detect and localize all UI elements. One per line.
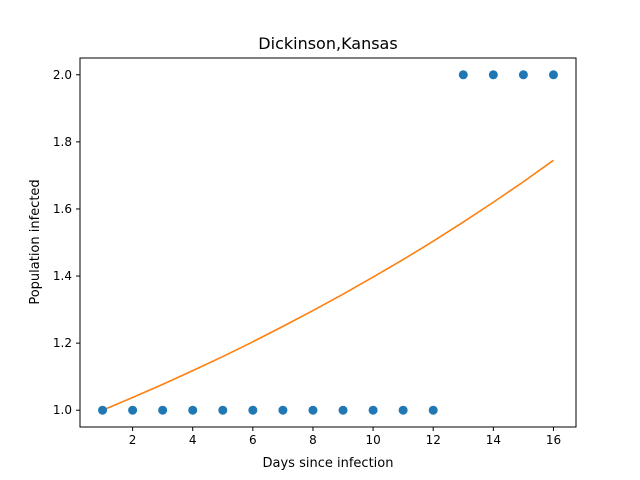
y-tick-label: 1.8 <box>53 135 72 149</box>
y-tick-label: 1.6 <box>53 202 72 216</box>
x-tick-label: 8 <box>309 433 317 447</box>
data-point <box>428 405 438 415</box>
data-point <box>248 405 258 415</box>
data-point <box>398 405 408 415</box>
x-tick-label: 2 <box>129 433 137 447</box>
data-point <box>308 405 318 415</box>
y-axis-label: Population infected <box>28 179 43 304</box>
ticks-layer: 2 4 6 8 10 12 14 16 1.0 1.2 1.4 1.6 1.8 2.0 <box>53 68 561 447</box>
data-point <box>338 405 348 415</box>
data-point <box>518 70 528 80</box>
fit-curve-line <box>102 159 554 411</box>
data-point <box>368 405 378 415</box>
x-tick-label: 4 <box>189 433 197 447</box>
x-axis-label: Days since infection <box>263 456 394 471</box>
data-point <box>218 405 228 415</box>
y-tick-label: 2.0 <box>53 68 72 82</box>
x-tick-label: 14 <box>486 433 501 447</box>
x-tick-label: 10 <box>365 433 380 447</box>
data-point <box>158 405 168 415</box>
data-point <box>98 405 108 415</box>
series-layer <box>98 70 558 415</box>
y-tick-label: 1.2 <box>53 336 72 350</box>
data-point <box>128 405 138 415</box>
data-point <box>188 405 198 415</box>
y-tick-label: 1.0 <box>53 403 72 417</box>
data-point <box>488 70 498 80</box>
data-point <box>278 405 288 415</box>
chart-title: Dickinson,Kansas <box>258 34 397 53</box>
data-point <box>548 70 558 80</box>
plot-frame <box>79 57 577 428</box>
x-tick-label: 6 <box>249 433 257 447</box>
data-point <box>458 70 468 80</box>
y-tick-label: 1.4 <box>53 269 72 283</box>
x-tick-label: 16 <box>546 433 561 447</box>
x-tick-label: 12 <box>426 433 441 447</box>
